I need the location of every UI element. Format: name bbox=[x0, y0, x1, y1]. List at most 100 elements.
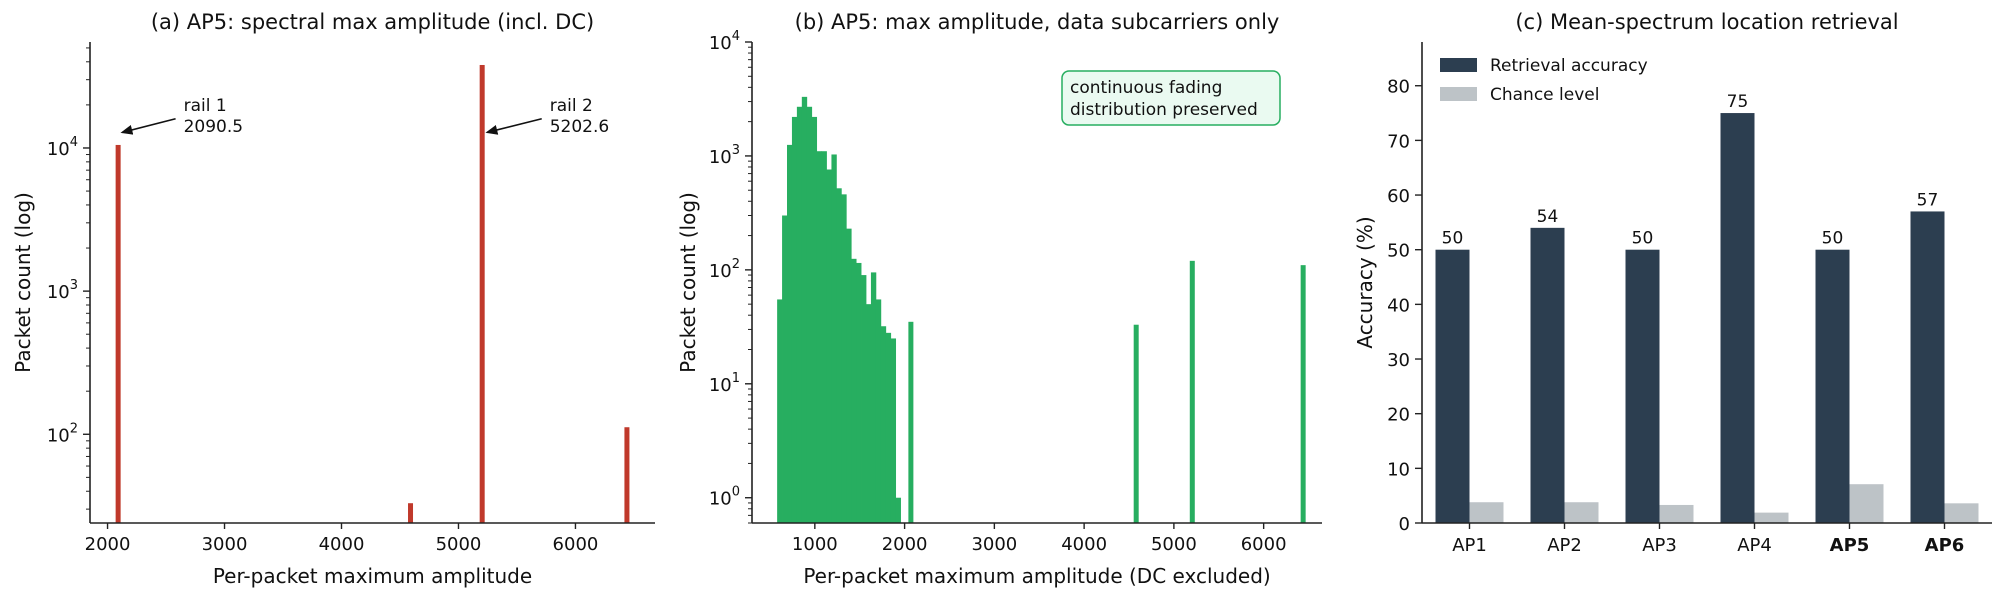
y-tick-label-c-6: 60 bbox=[1387, 186, 1410, 207]
annotation-arrow-a-1 bbox=[485, 117, 542, 135]
value-label-ap6: 57 bbox=[1917, 190, 1939, 210]
x-axis-label-b: Per-packet maximum amplitude (DC exclude… bbox=[803, 564, 1270, 588]
y-tick-label-c-2: 20 bbox=[1387, 405, 1410, 426]
value-label-ap4: 75 bbox=[1727, 92, 1749, 112]
y-tick-label-a-0: 102 bbox=[47, 421, 78, 446]
hist-bin-b-18 bbox=[866, 304, 872, 523]
bar-a-3 bbox=[624, 427, 630, 523]
chart-title-c: (c) Mean-spectrum location retrieval bbox=[1515, 10, 1898, 34]
hist-bin-b-20 bbox=[875, 299, 882, 523]
chart-title-b: (b) AP5: max amplitude, data subcarriers… bbox=[795, 10, 1280, 34]
hist-bin-b-22 bbox=[885, 332, 892, 523]
y-tick-label-b-4: 104 bbox=[709, 29, 740, 54]
x-tick-label-c-2: AP3 bbox=[1642, 535, 1677, 556]
x-tick-label-b-4: 5000 bbox=[1151, 534, 1197, 555]
x-tick-label-a-4: 6000 bbox=[553, 534, 599, 555]
y-tick-label-c-7: 70 bbox=[1387, 131, 1410, 152]
hist-bin-b-24 bbox=[895, 497, 901, 523]
y-tick-label-b-0: 100 bbox=[709, 485, 740, 510]
y-tick-label-b-1: 101 bbox=[709, 371, 740, 396]
y-tick-label-c-3: 30 bbox=[1387, 350, 1410, 371]
hist-bin-b-3 bbox=[791, 116, 798, 524]
y-tick-label-b-3: 103 bbox=[709, 143, 740, 168]
annotation-arrow-a-0 bbox=[120, 117, 176, 135]
hist-bin-b-9 bbox=[821, 151, 827, 523]
y-tick-label-c-4: 40 bbox=[1387, 295, 1410, 316]
x-tick-label-b-5: 6000 bbox=[1241, 534, 1287, 555]
y-tick-label-a-0-exponent: 2 bbox=[70, 421, 78, 436]
bar-retrieval-ap3 bbox=[1625, 249, 1660, 524]
spike-b-3 bbox=[1300, 265, 1306, 523]
bar-chance-ap4 bbox=[1754, 512, 1789, 523]
hist-bin-b-6 bbox=[806, 106, 813, 523]
x-tick-label-c-5: AP6 bbox=[1925, 535, 1965, 556]
y-tick-label-c-1: 10 bbox=[1387, 459, 1410, 480]
y-tick-label-a-2-base: 10 bbox=[47, 139, 70, 160]
annotation-b-line-0: continuous fading bbox=[1070, 78, 1222, 98]
annotation-box-b bbox=[1061, 70, 1281, 126]
x-tick-label-b-0: 1000 bbox=[792, 534, 838, 555]
bar-chance-ap5 bbox=[1849, 484, 1884, 523]
y-axis-label-b: Packet count (log) bbox=[676, 192, 700, 373]
value-label-ap2: 54 bbox=[1537, 207, 1559, 227]
x-tick-label-c-4: AP5 bbox=[1830, 535, 1870, 556]
bar-retrieval-ap2 bbox=[1530, 227, 1565, 523]
x-tick-label-a-2: 4000 bbox=[319, 534, 365, 555]
bar-chance-ap3 bbox=[1659, 504, 1694, 523]
hist-bin-b-23 bbox=[890, 338, 897, 523]
legend-label-0: Retrieval accuracy bbox=[1490, 56, 1648, 76]
hist-bin-b-16 bbox=[856, 262, 862, 523]
x-tick-label-c-1: AP2 bbox=[1547, 535, 1582, 556]
annotation-a-1-line-1: 5202.6 bbox=[550, 117, 609, 137]
value-label-ap3: 50 bbox=[1632, 229, 1654, 249]
legend-swatch-0 bbox=[1440, 58, 1477, 72]
y-tick-label-b-0-base: 10 bbox=[709, 489, 732, 510]
x-tick-label-c-0: AP1 bbox=[1452, 535, 1487, 556]
y-tick-label-b-3-base: 10 bbox=[709, 147, 732, 168]
bar-chance-ap2 bbox=[1564, 502, 1599, 523]
hist-bin-b-19 bbox=[870, 272, 877, 523]
bar-chance-ap1 bbox=[1469, 502, 1504, 523]
hist-bin-b-1 bbox=[782, 215, 788, 523]
y-tick-label-b-4-exponent: 4 bbox=[732, 29, 740, 44]
x-tick-label-a-0: 2000 bbox=[85, 534, 131, 555]
value-label-ap5: 50 bbox=[1822, 229, 1844, 249]
x-tick-label-c-3: AP4 bbox=[1737, 535, 1772, 556]
hist-bin-b-0 bbox=[777, 299, 783, 523]
x-tick-label-a-1: 3000 bbox=[202, 534, 248, 555]
y-tick-label-b-0-exponent: 0 bbox=[732, 485, 740, 500]
hist-bin-b-15 bbox=[851, 258, 857, 523]
x-axis-label-a: Per-packet maximum amplitude bbox=[213, 564, 532, 588]
spike-b-1 bbox=[1133, 324, 1139, 523]
value-label-ap1: 50 bbox=[1442, 229, 1464, 249]
hist-bin-b-5 bbox=[801, 96, 808, 523]
y-axis-label-c: Accuracy (%) bbox=[1353, 216, 1377, 348]
x-tick-label-a-3: 5000 bbox=[436, 534, 482, 555]
bar-a-1 bbox=[408, 503, 414, 523]
y-tick-label-a-1-base: 10 bbox=[47, 282, 70, 303]
annotation-a-0-line-1: 2090.5 bbox=[184, 117, 243, 137]
bar-retrieval-ap6 bbox=[1910, 211, 1945, 523]
y-tick-label-b-2-base: 10 bbox=[709, 261, 732, 282]
y-tick-label-c-0: 0 bbox=[1399, 514, 1410, 535]
y-tick-label-b-1-base: 10 bbox=[709, 375, 732, 396]
legend-swatch-1 bbox=[1440, 87, 1477, 101]
y-tick-label-a-2: 104 bbox=[47, 135, 78, 160]
legend-label-1: Chance level bbox=[1490, 85, 1599, 105]
chart-title-a: (a) AP5: spectral max amplitude (incl. D… bbox=[151, 10, 594, 34]
hist-bin-b-10 bbox=[826, 169, 832, 523]
bar-a-2 bbox=[479, 64, 485, 523]
x-tick-label-b-2: 3000 bbox=[971, 534, 1017, 555]
y-tick-label-b-1-exponent: 1 bbox=[732, 371, 740, 386]
y-tick-label-b-3-exponent: 3 bbox=[732, 143, 740, 158]
hist-bin-b-7 bbox=[811, 116, 818, 524]
bar-retrieval-ap1 bbox=[1435, 249, 1470, 524]
spike-b-0 bbox=[908, 321, 914, 523]
bar-chance-ap6 bbox=[1944, 503, 1979, 523]
y-tick-label-a-1-exponent: 3 bbox=[70, 278, 78, 293]
y-tick-label-b-4-base: 10 bbox=[709, 33, 732, 54]
bar-a-0 bbox=[115, 144, 121, 523]
hist-bin-b-2 bbox=[787, 144, 793, 523]
y-tick-label-c-8: 80 bbox=[1387, 77, 1410, 98]
